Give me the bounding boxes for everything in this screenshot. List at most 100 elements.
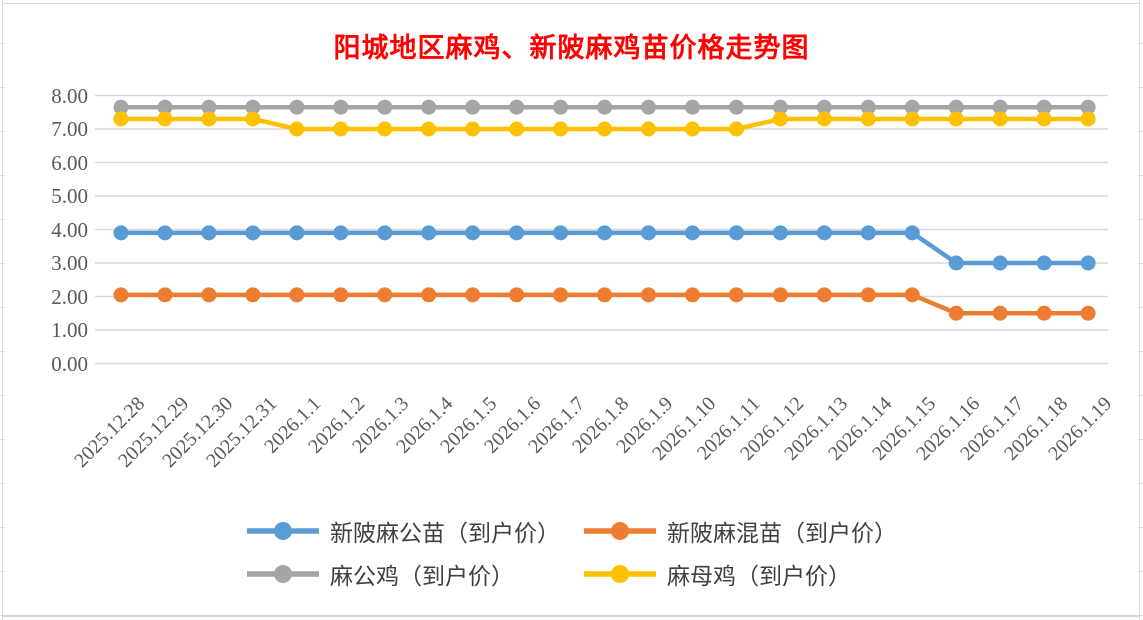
data-point <box>816 287 832 303</box>
data-point <box>245 111 261 127</box>
legend-item-magongji: 麻公鸡（到户价） <box>246 557 583 591</box>
data-point <box>728 121 744 137</box>
data-point <box>772 111 788 127</box>
data-point <box>377 225 393 241</box>
data-point <box>509 225 525 241</box>
data-point <box>245 287 261 303</box>
data-point <box>421 99 437 115</box>
series-xinpoma-hunmiao <box>113 287 1096 321</box>
data-point <box>157 225 173 241</box>
data-point <box>992 111 1008 127</box>
data-point <box>421 287 437 303</box>
data-point <box>641 225 657 241</box>
chart-title: 阳城地区麻鸡、新陂麻鸡苗价格走势图 <box>333 33 810 63</box>
legend-line-marker-icon <box>584 522 656 540</box>
data-point <box>465 287 481 303</box>
data-point <box>113 99 129 115</box>
data-point <box>157 287 173 303</box>
data-point <box>816 111 832 127</box>
data-point <box>157 99 173 115</box>
legend-line-marker-icon <box>247 565 319 583</box>
data-point <box>597 225 613 241</box>
series-mamuji <box>113 111 1096 137</box>
legend: 新陂麻公苗（到户价） 新陂麻混苗（到户价） 麻公鸡（到户价） 麻母鸡（到户价） <box>246 514 897 591</box>
data-point <box>1036 255 1052 271</box>
data-point <box>992 305 1008 321</box>
data-point <box>465 225 481 241</box>
y-axis-tick-label: 7.00 <box>51 117 88 141</box>
data-point <box>553 99 569 115</box>
data-point <box>113 111 129 127</box>
frame-top <box>3 3 1140 4</box>
data-point <box>948 255 964 271</box>
data-point <box>201 225 217 241</box>
sheet-row-lines-right <box>1138 0 1143 620</box>
data-point <box>553 225 569 241</box>
data-point <box>816 99 832 115</box>
data-point <box>728 99 744 115</box>
data-point <box>992 99 1008 115</box>
data-point <box>772 287 788 303</box>
data-point <box>948 99 964 115</box>
legend-line-marker-icon <box>247 522 319 540</box>
data-point <box>860 225 876 241</box>
frame-bottom <box>3 615 1140 617</box>
data-point <box>245 225 261 241</box>
data-point <box>1036 305 1052 321</box>
data-point <box>509 121 525 137</box>
y-axis-tick-label: 8.00 <box>51 83 88 108</box>
data-point <box>201 99 217 115</box>
data-point <box>860 99 876 115</box>
data-point <box>904 111 920 127</box>
data-point <box>1036 99 1052 115</box>
data-point <box>948 111 964 127</box>
data-point <box>333 225 349 241</box>
data-point <box>421 225 437 241</box>
data-point <box>772 99 788 115</box>
data-point <box>113 287 129 303</box>
data-point <box>201 287 217 303</box>
data-point <box>992 255 1008 271</box>
legend-item-xinpoma-hunmiao: 新陂麻混苗（到户价） <box>583 514 897 548</box>
data-point <box>289 287 305 303</box>
data-point <box>553 287 569 303</box>
y-axis-tick-label: 6.00 <box>51 150 88 175</box>
y-axis-tick-label: 5.00 <box>51 184 88 208</box>
data-point <box>553 121 569 137</box>
data-point <box>904 287 920 303</box>
data-point <box>860 287 876 303</box>
data-point <box>201 111 217 127</box>
data-point <box>641 99 657 115</box>
data-point <box>1080 111 1096 127</box>
series-xinpoma-gongmiao <box>113 225 1096 271</box>
legend-label: 新陂麻公苗（到户价） <box>330 520 560 546</box>
data-point <box>421 121 437 137</box>
data-point <box>772 225 788 241</box>
data-point <box>597 121 613 137</box>
legend-line-marker-icon <box>584 565 656 583</box>
data-point <box>641 287 657 303</box>
data-point <box>728 225 744 241</box>
data-point <box>816 225 832 241</box>
data-point <box>333 99 349 115</box>
data-point <box>465 121 481 137</box>
data-point <box>904 99 920 115</box>
y-axis-tick-label: 4.00 <box>51 217 88 242</box>
data-point <box>948 305 964 321</box>
data-point <box>1080 255 1096 271</box>
data-point <box>465 99 481 115</box>
data-point <box>641 121 657 137</box>
data-point <box>1036 111 1052 127</box>
frame-left <box>2 0 3 620</box>
series-magongji <box>113 99 1096 115</box>
data-point <box>377 121 393 137</box>
data-point <box>860 111 876 127</box>
data-point <box>684 99 700 115</box>
data-point <box>157 111 173 127</box>
legend-item-xinpoma-gongmiao: 新陂麻公苗（到户价） <box>246 514 583 548</box>
legend-label: 麻公鸡（到户价） <box>330 563 514 589</box>
frame-right <box>1139 0 1140 620</box>
legend-item-mamuji: 麻母鸡（到户价） <box>583 557 897 591</box>
